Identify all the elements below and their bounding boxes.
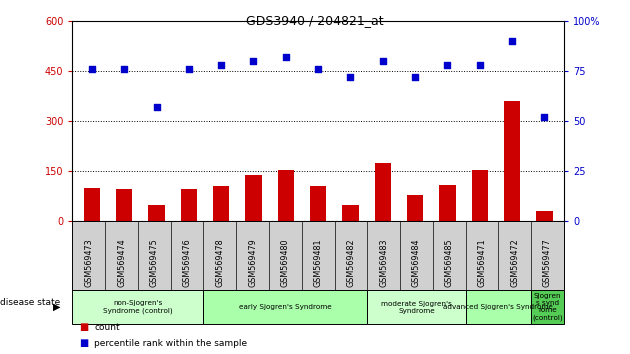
Bar [116, 189, 132, 221]
Bar [536, 211, 553, 221]
Text: advanced Sjogren's Syndrome: advanced Sjogren's Syndrome [444, 304, 553, 310]
Text: GSM569483: GSM569483 [379, 238, 388, 287]
Point [442, 62, 452, 68]
Text: GSM569473: GSM569473 [84, 238, 93, 287]
Point [184, 67, 194, 72]
Bar [310, 186, 326, 221]
Text: GSM569482: GSM569482 [346, 238, 355, 287]
Text: GSM569472: GSM569472 [510, 238, 519, 287]
Text: GSM569481: GSM569481 [314, 238, 323, 287]
Point [410, 74, 420, 80]
Text: GSM569475: GSM569475 [150, 238, 159, 287]
Bar [439, 184, 455, 221]
Point [248, 58, 258, 64]
Text: count: count [94, 323, 120, 332]
Bar [84, 188, 100, 221]
Text: moderate Sjogren's
Syndrome: moderate Sjogren's Syndrome [381, 301, 452, 314]
Text: Sjogren
s synd
rome
(control): Sjogren s synd rome (control) [532, 293, 563, 321]
Text: ▶: ▶ [53, 302, 60, 312]
Text: GSM569480: GSM569480 [281, 238, 290, 287]
Text: early Sjogren's Syndrome: early Sjogren's Syndrome [239, 304, 332, 310]
Text: ■: ■ [79, 338, 88, 348]
Text: GSM569471: GSM569471 [478, 238, 486, 287]
Point [281, 55, 291, 60]
Bar [213, 186, 229, 221]
Point [216, 62, 226, 68]
Text: GSM569484: GSM569484 [412, 238, 421, 287]
Point [539, 114, 549, 120]
Bar [472, 170, 488, 221]
Bar [149, 205, 164, 221]
Text: percentile rank within the sample: percentile rank within the sample [94, 339, 248, 348]
Point [507, 38, 517, 44]
Point [378, 58, 388, 64]
Text: disease state: disease state [0, 298, 60, 307]
Point [345, 74, 355, 80]
Point [119, 67, 129, 72]
Bar [375, 163, 391, 221]
Point [87, 67, 97, 72]
Text: GSM569478: GSM569478 [215, 238, 224, 287]
Text: GSM569476: GSM569476 [183, 238, 192, 287]
Point [313, 67, 323, 72]
Bar [278, 170, 294, 221]
Text: GDS3940 / 204821_at: GDS3940 / 204821_at [246, 14, 384, 27]
Text: GSM569479: GSM569479 [248, 238, 257, 287]
Bar [342, 205, 358, 221]
Bar [407, 195, 423, 221]
Text: ■: ■ [79, 322, 88, 332]
Bar [504, 101, 520, 221]
Text: GSM569477: GSM569477 [543, 238, 552, 287]
Point [151, 104, 161, 110]
Bar [181, 189, 197, 221]
Text: GSM569474: GSM569474 [117, 238, 126, 287]
Text: non-Sjogren's
Syndrome (control): non-Sjogren's Syndrome (control) [103, 300, 173, 314]
Text: GSM569485: GSM569485 [445, 238, 454, 287]
Point [475, 62, 485, 68]
Bar [246, 175, 261, 221]
